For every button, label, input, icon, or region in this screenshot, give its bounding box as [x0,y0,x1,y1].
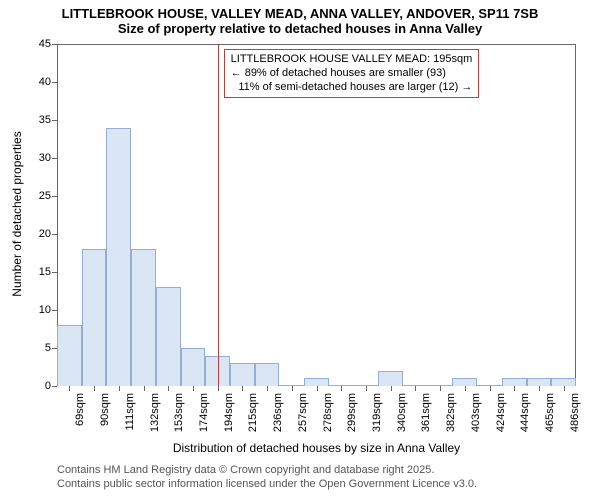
histogram-bar [57,325,82,386]
xtick-label: 486sqm [569,393,581,443]
ytick-mark [52,82,57,83]
xtick-mark [292,386,293,391]
ytick-mark [52,196,57,197]
xtick-label: 257sqm [297,393,309,443]
ytick-mark [52,234,57,235]
xtick-mark [69,386,70,391]
reference-line [218,44,219,386]
y-axis-label: Number of detached properties [10,43,24,385]
xtick-mark [514,386,515,391]
xtick-mark [440,386,441,391]
histogram-bar [131,249,156,386]
xtick-mark [490,386,491,391]
footer-line-2: Contains public sector information licen… [57,478,477,492]
xtick-mark [94,386,95,391]
xtick-mark [465,386,466,391]
ytick-mark [52,386,57,387]
title-block: LITTLEBROOK HOUSE, VALLEY MEAD, ANNA VAL… [0,0,600,36]
xtick-label: 278sqm [322,393,334,443]
xtick-label: 174sqm [198,393,210,443]
ytick-label: 20 [23,228,51,240]
xtick-mark [564,386,565,391]
xtick-mark [242,386,243,391]
histogram-bar [106,128,131,386]
ytick-label: 30 [23,152,51,164]
ytick-mark [52,120,57,121]
xtick-label: 299sqm [346,393,358,443]
histogram-bar [502,378,527,386]
ytick-mark [52,44,57,45]
reference-annotation: LITTLEBROOK HOUSE VALLEY MEAD: 195sqm← 8… [224,49,480,98]
ytick-label: 25 [23,190,51,202]
xtick-label: 69sqm [74,393,86,443]
xtick-mark [168,386,169,391]
xtick-mark [341,386,342,391]
xtick-label: 153sqm [173,393,185,443]
footer-line-1: Contains HM Land Registry data © Crown c… [57,464,477,478]
ytick-label: 15 [23,266,51,278]
x-axis-label: Distribution of detached houses by size … [57,441,576,455]
xtick-label: 111sqm [124,393,136,443]
xtick-label: 361sqm [420,393,432,443]
ytick-label: 0 [23,380,51,392]
ytick-label: 35 [23,114,51,126]
ytick-label: 45 [23,38,51,50]
xtick-mark [317,386,318,391]
reference-annotation-line: ← 89% of detached houses are smaller (93… [231,67,473,81]
xtick-mark [144,386,145,391]
xtick-label: 215sqm [247,393,259,443]
histogram-bar [255,363,280,386]
xtick-mark [193,386,194,391]
xtick-label: 132sqm [149,393,161,443]
histogram-bar [156,287,181,386]
xtick-label: 319sqm [371,393,383,443]
histogram-bar [82,249,107,386]
xtick-mark [539,386,540,391]
reference-annotation-line: LITTLEBROOK HOUSE VALLEY MEAD: 195sqm [231,53,473,67]
ytick-mark [52,272,57,273]
footer-attribution: Contains HM Land Registry data © Crown c… [57,464,477,492]
ytick-label: 10 [23,304,51,316]
xtick-label: 465sqm [544,393,556,443]
xtick-mark [366,386,367,391]
xtick-label: 194sqm [223,393,235,443]
xtick-mark [119,386,120,391]
title-line-1: LITTLEBROOK HOUSE, VALLEY MEAD, ANNA VAL… [0,6,600,21]
xtick-mark [218,386,219,391]
ytick-label: 40 [23,76,51,88]
ytick-label: 5 [23,342,51,354]
xtick-label: 340sqm [396,393,408,443]
histogram-bar [304,378,329,386]
ytick-mark [52,310,57,311]
xtick-mark [267,386,268,391]
histogram-bar [378,371,403,386]
xtick-label: 424sqm [495,393,507,443]
title-line-2: Size of property relative to detached ho… [0,21,600,36]
histogram-bar [527,378,552,386]
xtick-label: 90sqm [99,393,111,443]
xtick-mark [415,386,416,391]
histogram-bar [181,348,206,386]
xtick-label: 236sqm [272,393,284,443]
xtick-label: 382sqm [445,393,457,443]
histogram-bar [230,363,255,386]
xtick-label: 403sqm [470,393,482,443]
xtick-mark [391,386,392,391]
histogram-bar [452,378,477,386]
reference-annotation-line: 11% of semi-detached houses are larger (… [231,81,473,95]
histogram-chart: 05101520253035404569sqm90sqm111sqm132sqm… [57,44,576,386]
ytick-mark [52,158,57,159]
histogram-bar [551,378,576,386]
xtick-label: 444sqm [519,393,531,443]
